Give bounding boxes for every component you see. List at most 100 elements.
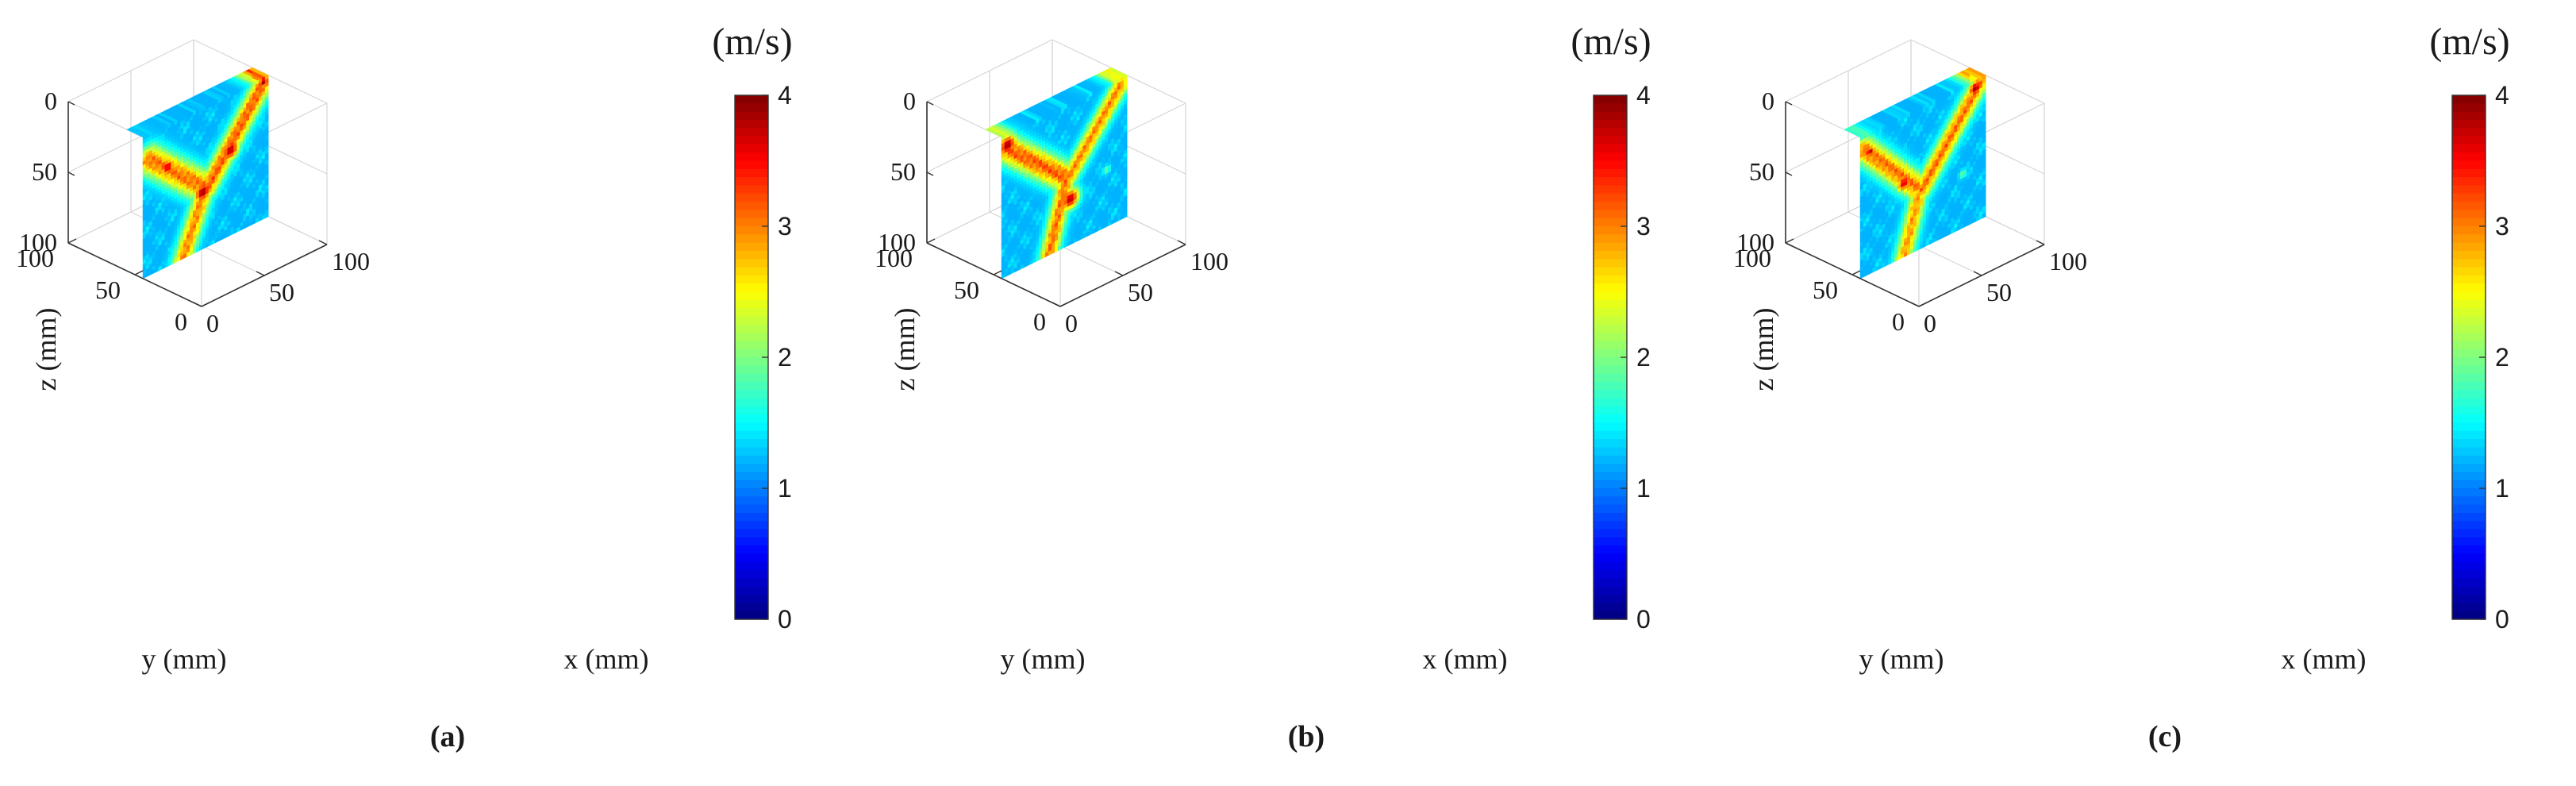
colorbar-segment — [1594, 144, 1627, 153]
colorbar-segment — [1594, 488, 1627, 497]
colorbar-segment — [735, 128, 768, 137]
x-tick — [318, 240, 328, 245]
colorbar-tick-label: 0 — [778, 605, 792, 634]
colorbar-segment — [735, 472, 768, 481]
colorbar-tick-label: 1 — [778, 474, 792, 503]
colorbar-segment — [1594, 512, 1627, 522]
colorbar-segment — [735, 316, 768, 326]
colorbar-segment — [1594, 603, 1627, 612]
colorbar-segment — [1594, 128, 1627, 137]
colorbar-segment — [1594, 136, 1627, 145]
colorbar — [1593, 94, 1628, 620]
colorbar-segment — [1594, 193, 1627, 202]
colorbar-segment — [735, 226, 768, 235]
colorbar-segment — [1594, 177, 1627, 187]
colorbar-segment — [1594, 242, 1627, 252]
x-tick — [256, 271, 265, 276]
colorbar-segment — [735, 267, 768, 276]
colorbar-segment — [1594, 234, 1627, 244]
colorbar-title: (m/s) — [712, 21, 792, 63]
colorbar-segment — [1594, 406, 1627, 415]
colorbar-segment — [1594, 521, 1627, 530]
colorbar-segment — [1594, 267, 1627, 276]
colorbar-segment — [735, 464, 768, 472]
colorbar-tick-label: 1 — [1636, 474, 1651, 503]
slice-front-cell — [1123, 212, 1128, 219]
z-tick-label: 50 — [890, 157, 916, 186]
colorbar-segment — [735, 193, 768, 202]
z-tick-label: 100 — [878, 228, 916, 256]
colorbar-segment — [1594, 373, 1627, 383]
colorbar-segment — [1594, 349, 1627, 358]
x-tick — [1177, 240, 1186, 245]
colorbar-segment — [1594, 529, 1627, 538]
colorbar-segment — [735, 259, 768, 268]
colorbar-segment — [1594, 561, 1627, 571]
colorbar-segment — [735, 439, 768, 449]
x-tick — [193, 302, 202, 307]
colorbar-segment — [735, 210, 768, 219]
colorbar-segment — [735, 283, 768, 293]
colorbar-segment — [1594, 308, 1627, 318]
colorbar-segment — [735, 365, 768, 375]
colorbar — [734, 94, 769, 620]
colorbar-segment — [735, 480, 768, 489]
colorbar-segment — [735, 390, 768, 399]
colorbar-segment — [1594, 160, 1627, 170]
colorbar-segment — [1594, 447, 1627, 457]
colorbar-segment — [735, 250, 768, 260]
x-tick — [1114, 271, 1124, 276]
colorbar-segment — [735, 275, 768, 284]
colorbar-segment — [735, 586, 768, 595]
colorbar-segment — [735, 611, 768, 620]
colorbar-segment — [735, 414, 768, 424]
panel-c: 0 50 100 0 50 100 0 50 100 z (mm) y (mm) x (mm) 0 1 2 3… — [1717, 0, 2576, 786]
colorbar-segment — [735, 95, 768, 104]
colorbar-tick-label: 3 — [1636, 212, 1651, 241]
colorbar-segment — [735, 521, 768, 530]
colorbar-segment — [735, 202, 768, 210]
colorbar-segment — [735, 570, 768, 580]
colorbar-segment — [735, 398, 768, 407]
y-tick-label: 0 — [1033, 307, 1046, 336]
x-tick-label: 100 — [1190, 247, 1228, 275]
colorbar-segment — [1594, 430, 1627, 440]
colorbar-segment — [735, 529, 768, 538]
colorbar-segment — [735, 144, 768, 153]
colorbar-title: (m/s) — [1571, 21, 1651, 63]
x-tick-label: 100 — [332, 247, 370, 275]
x-tick-label: 0 — [1065, 309, 1078, 337]
colorbar-segment — [735, 234, 768, 244]
z-tick-label: 50 — [32, 157, 57, 186]
y-axis-label: y (mm) — [142, 643, 227, 675]
colorbar-segment — [735, 185, 768, 195]
z-tick — [67, 242, 75, 247]
y-tick-label: 0 — [175, 307, 187, 336]
colorbar-segment — [735, 341, 768, 350]
colorbar-segment — [1594, 259, 1627, 268]
colorbar-segment — [735, 103, 768, 113]
colorbar-segment — [1594, 333, 1627, 341]
colorbar-segment — [1594, 472, 1627, 481]
colorbar-tick-label: 4 — [778, 81, 792, 110]
colorbar-segment — [1594, 341, 1627, 350]
colorbar-segment — [1594, 455, 1627, 464]
panel-a: 0 50 100 0 50 100 0 50 100 z (mm) y (mm) x (mm) 0 1 2 3… — [0, 0, 859, 786]
colorbar-segment — [735, 291, 768, 301]
colorbar-segment — [735, 119, 768, 129]
colorbar-segment — [735, 504, 768, 514]
y-axis-label: y (mm) — [1001, 643, 1086, 675]
y-tick — [926, 238, 936, 244]
x-tick-label: 0 — [206, 309, 219, 337]
y-tick — [67, 238, 77, 244]
z-tick-label: 0 — [44, 87, 57, 115]
colorbar-segment — [735, 496, 768, 506]
colorbar-segment — [1594, 357, 1627, 366]
colorbar-segment — [1594, 275, 1627, 284]
colorbar-segment — [735, 512, 768, 522]
colorbar-segment — [1594, 414, 1627, 424]
colorbar-segment — [1594, 595, 1627, 603]
